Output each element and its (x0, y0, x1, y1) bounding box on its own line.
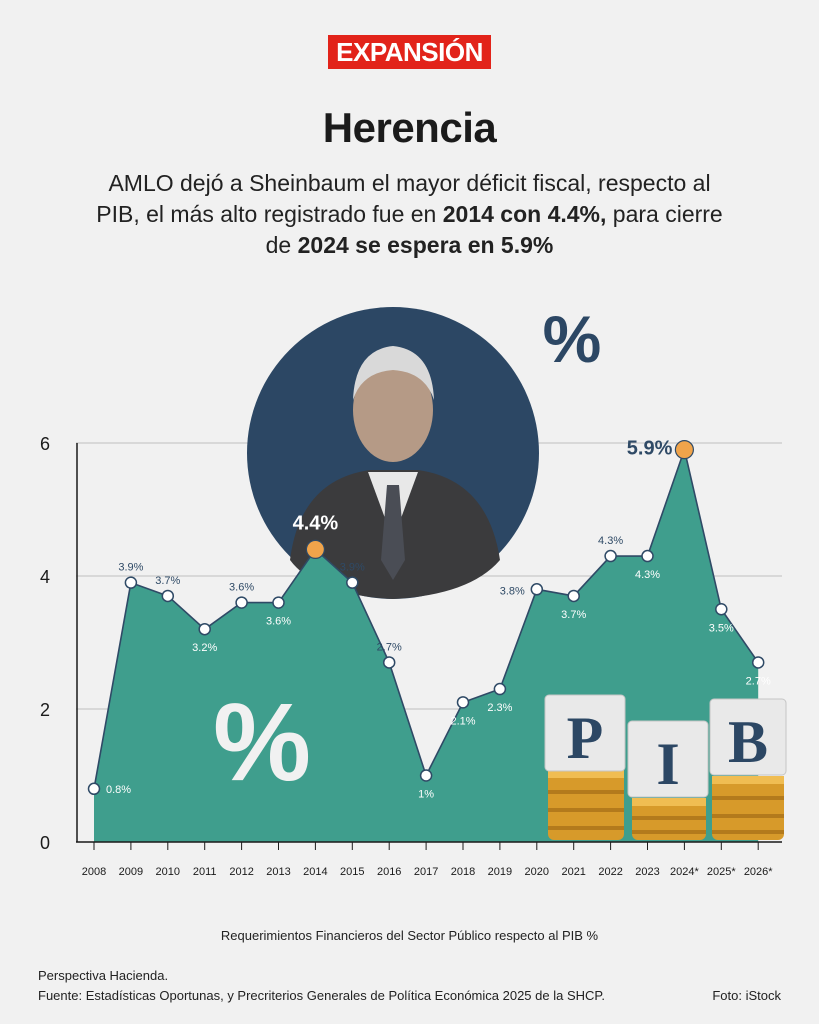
x-tick-label: 2023 (635, 866, 659, 878)
footer-source: Fuente: Estadísticas Oportunas, y Precri… (38, 988, 605, 1003)
x-tick-label: 2019 (488, 866, 512, 878)
x-tick-label: 2016 (377, 866, 401, 878)
highlight-data-label: 5.9% (627, 438, 673, 460)
y-tick-label: 4 (40, 567, 50, 587)
data-point (715, 603, 728, 616)
data-point (419, 769, 433, 782)
data-label: 1% (418, 789, 434, 801)
pib-block-i: I (627, 720, 709, 798)
x-tick-label: 2022 (598, 866, 622, 878)
x-tick-label: 2021 (561, 866, 585, 878)
pib-letter-b: B (728, 709, 768, 775)
data-points (87, 440, 765, 796)
data-point (493, 682, 507, 696)
data-label: 0.8% (106, 784, 131, 796)
chart-caption: Requerimientos Financieros del Sector Pú… (220, 928, 599, 943)
data-labels: 0.8% 3.9% 3.7% 3.2% 3.6% 3.6% 4.4% 3.9% 2.7% 1% 2.… (106, 438, 771, 801)
data-point (604, 549, 617, 563)
x-tick-label: 2025* (707, 866, 736, 878)
x-tick-label: 2024* (670, 866, 699, 878)
axes: 0 2 4 6 2008 2009 2010 2011 2012 2013 2014 2015 2016… (40, 434, 782, 878)
brand-logo: EXPANSIÓN (328, 35, 491, 69)
pib-block-p: P (544, 694, 626, 772)
subtitle-line2-pre: PIB, el más alto registrado fue en (96, 201, 443, 227)
x-tick-label: 2015 (340, 866, 364, 878)
data-point (751, 656, 765, 669)
data-point (641, 549, 654, 563)
highlight-point (305, 539, 325, 560)
x-tick-label: 2012 (229, 866, 253, 878)
data-label: 4.3% (598, 535, 623, 547)
x-tick-label: 2020 (525, 866, 549, 878)
coin-stack-icon (632, 798, 706, 840)
data-label: 3.2% (192, 642, 217, 654)
data-label: 3.7% (155, 575, 180, 587)
decor-back: % (247, 302, 601, 599)
data-label: 2.7% (746, 675, 771, 687)
data-point (198, 622, 211, 636)
data-point (530, 583, 544, 596)
deficit-chart: % % P I (40, 302, 787, 878)
y-tick-label: 2 (40, 700, 50, 720)
photo-credit: Foto: iStock (712, 988, 781, 1003)
y-tick-label: 6 (40, 434, 50, 454)
percent-symbol-large: % (213, 681, 311, 804)
data-label: 3.6% (266, 616, 291, 628)
x-tick-label: 2014 (303, 866, 327, 878)
x-tick-label: 2018 (451, 866, 475, 878)
data-point (272, 596, 285, 609)
data-label: 2.7% (377, 641, 402, 653)
x-tick-label: 2009 (119, 866, 143, 878)
subtitle-line3-bold: 2024 se espera en 5.9% (297, 232, 554, 258)
highlight-data-label: 4.4% (293, 512, 339, 534)
subtitle-line2-post: para cierre (606, 201, 723, 227)
data-point (124, 576, 138, 589)
percent-symbol-top: % (543, 302, 602, 376)
portrait-figure-icon (290, 346, 500, 599)
subtitle-line2-bold: 2014 con 4.4%, (442, 201, 607, 227)
data-point (567, 589, 580, 603)
data-label: 3.6% (229, 582, 254, 594)
data-point (456, 696, 470, 709)
data-point (87, 782, 101, 796)
data-label: 3.7% (561, 609, 586, 621)
data-label: 2.3% (487, 702, 512, 714)
subtitle: AMLO dejó a Sheinbaum el mayor déficit f… (80, 168, 739, 261)
data-label: 4.3% (635, 569, 660, 581)
footer-note: Perspectiva Hacienda. (38, 968, 169, 983)
data-point (346, 576, 359, 589)
x-tick-label: 2026* (744, 866, 773, 878)
page-title: Herencia (322, 104, 497, 151)
data-point (382, 656, 396, 669)
y-tick-label: 0 (40, 833, 50, 853)
highlight-point (674, 440, 695, 460)
data-point (161, 589, 175, 603)
data-label: 3.8% (500, 585, 525, 597)
data-label: 3.5% (709, 622, 734, 634)
pib-block-b: B (709, 698, 787, 776)
x-tick-label: 2008 (82, 866, 106, 878)
subtitle-line1: AMLO dejó a Sheinbaum el mayor déficit f… (108, 170, 711, 196)
data-label: 2.1% (450, 715, 475, 727)
coin-stack-icon (548, 770, 624, 840)
pib-letter-i: I (656, 731, 679, 797)
subtitle-line3-pre: de (265, 232, 298, 258)
x-tick-label: 2010 (156, 866, 180, 878)
coin-stack-icon (712, 776, 784, 840)
pib-letter-p: P (567, 705, 604, 771)
data-label: 3.9% (118, 562, 143, 574)
data-point (235, 596, 248, 609)
decor-front: % P I B (213, 681, 787, 840)
data-label: 3.9% (340, 562, 365, 574)
x-tick-label: 2017 (414, 866, 438, 878)
x-tick-label: 2013 (266, 866, 290, 878)
x-tick-label: 2011 (193, 866, 217, 878)
